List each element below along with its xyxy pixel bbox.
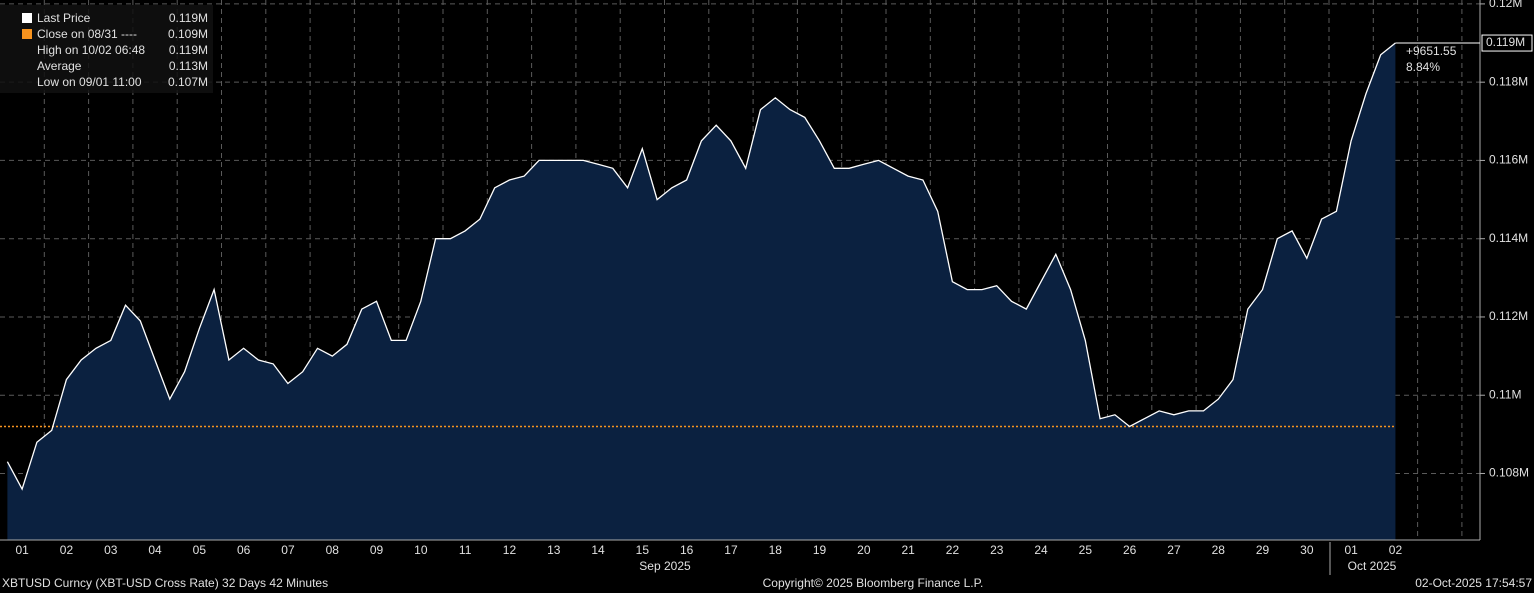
x-tick-label: 01 (1344, 543, 1358, 557)
x-tick-label: 28 (1212, 543, 1226, 557)
x-tick-label: 02 (60, 543, 74, 557)
line (6, 42, 1396, 491)
x-tick-label: 03 (104, 543, 118, 557)
y-tick-label: 0.11M (1489, 387, 1521, 401)
x-tick-label: 15 (636, 543, 650, 557)
x-tick-label: 21 (901, 543, 915, 557)
x-tick-label: 26 (1123, 543, 1137, 557)
x-tick-label: 23 (990, 543, 1004, 557)
legend-value: 0.113M (169, 59, 208, 73)
legend-label: Close on 08/31 ---- (37, 27, 137, 41)
x-tick-label: 04 (148, 543, 162, 557)
x-tick-label: 30 (1300, 543, 1314, 557)
legend-label: Low on 09/01 11:00 (37, 75, 142, 89)
footer-right: 02-Oct-2025 17:54:57 (1415, 576, 1532, 590)
x-tick-label: 07 (281, 543, 295, 557)
month-label: Oct 2025 (1348, 559, 1397, 573)
x-tick-label: 14 (591, 543, 605, 557)
x-tick-label: 24 (1034, 543, 1048, 557)
legend-value: 0.119M (169, 43, 208, 57)
legend-swatch (22, 13, 32, 23)
y-tick-label: 0.108M (1489, 466, 1529, 480)
last-price-box (1481, 34, 1533, 52)
y-tick-label: 0.112M (1489, 309, 1528, 323)
x-tick-label: 16 (680, 543, 694, 557)
x-tick-label: 11 (459, 543, 472, 557)
x-tick-label: 09 (370, 543, 384, 557)
legend-swatch (22, 29, 32, 39)
x-tick-label: 10 (414, 543, 428, 557)
y-tick-label: 0.118M (1489, 74, 1528, 88)
x-tick-label: 29 (1256, 543, 1270, 557)
legend-value: 0.119M (169, 11, 208, 25)
footer-left: XBTUSD Curncy (XBT-USD Cross Rate) 32 Da… (2, 576, 328, 590)
x-tick-label: 17 (724, 543, 738, 557)
legend-label: High on 10/02 06:48 (37, 43, 145, 57)
area (7, 43, 1396, 540)
x-tick-label: 12 (503, 543, 517, 557)
x-tick-label: 27 (1167, 543, 1181, 557)
last-price-label: 0.119M (1486, 35, 1525, 49)
legend-label: Average (37, 59, 82, 73)
x-tick-label: 06 (237, 543, 251, 557)
legend-box (0, 5, 213, 93)
x-tick-label: 19 (813, 543, 827, 557)
footer-center: Copyright© 2025 Bloomberg Finance L.P. (763, 576, 984, 590)
month-label: Sep 2025 (639, 559, 691, 573)
legend-value: 0.107M (168, 75, 208, 89)
x-tick-label: 25 (1079, 543, 1093, 557)
legend-value: 0.109M (168, 27, 208, 41)
y-tick-label: 0.114M (1489, 231, 1528, 245)
x-tick-label: 18 (769, 543, 783, 557)
y-tick-label: 0.116M (1489, 153, 1528, 167)
y-tick-label: 0.12M (1489, 0, 1522, 10)
x-tick-label: 13 (547, 543, 561, 557)
x-tick-label: 05 (193, 543, 207, 557)
legend-label: Last Price (37, 11, 91, 25)
x-tick-label: 08 (326, 543, 340, 557)
x-tick-label: 22 (946, 543, 960, 557)
x-tick-label: 20 (857, 543, 871, 557)
change-label: +9651.55 (1406, 44, 1457, 58)
x-tick-label: 01 (15, 543, 29, 557)
x-tick-label: 02 (1389, 543, 1403, 557)
change-pct-label: 8.84% (1406, 60, 1440, 74)
